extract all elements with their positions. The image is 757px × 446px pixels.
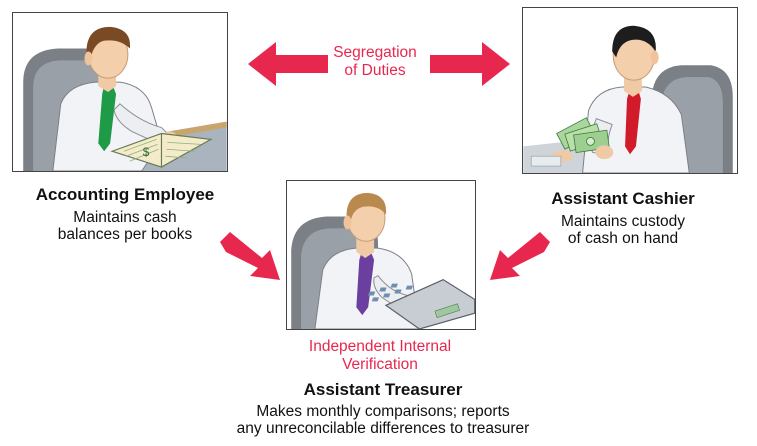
accounting-employee-icon: $ — [13, 13, 227, 171]
assistant-treasurer-desc-1: Makes monthly comparisons; reports — [256, 402, 510, 420]
accounting-employee-desc-1: Maintains cash — [73, 208, 177, 226]
book-dollar-sign: $ — [143, 145, 150, 159]
arrow-left-head — [248, 42, 328, 86]
assistant-treasurer-icon — [287, 181, 475, 329]
assistant-treasurer-desc-2: any unreconcilable differences to treasu… — [236, 420, 530, 438]
assistant-cashier-illustration — [522, 7, 738, 174]
assistant-cashier-title: Assistant Cashier — [551, 189, 695, 208]
assistant-cashier-caption: Assistant Cashier Maintains custody of c… — [508, 189, 738, 248]
segregation-label: Segregation of Duties — [333, 44, 417, 79]
double-arrow-icon — [248, 42, 510, 86]
accounting-employee-illustration: $ — [12, 12, 228, 172]
assistant-treasurer-caption: Assistant Treasurer Makes monthly compar… — [188, 380, 578, 438]
arrow-right-head — [430, 42, 510, 86]
assistant-cashier-desc-2: of cash on hand — [567, 230, 679, 248]
assistant-treasurer-title: Assistant Treasurer — [303, 380, 463, 399]
arrow-down-left-icon — [490, 232, 550, 280]
accounting-employee-desc-2: balances per books — [57, 226, 193, 244]
accounting-employee-title: Accounting Employee — [35, 185, 215, 204]
arrow-down-right-icon — [220, 232, 280, 280]
assistant-cashier-icon — [523, 8, 737, 173]
verification-label: Independent Internal Verification — [308, 338, 452, 373]
assistant-cashier-desc-1: Maintains custody — [560, 212, 686, 230]
assistant-treasurer-illustration — [286, 180, 476, 330]
accounting-employee-caption: Accounting Employee Maintains cash balan… — [10, 185, 240, 244]
